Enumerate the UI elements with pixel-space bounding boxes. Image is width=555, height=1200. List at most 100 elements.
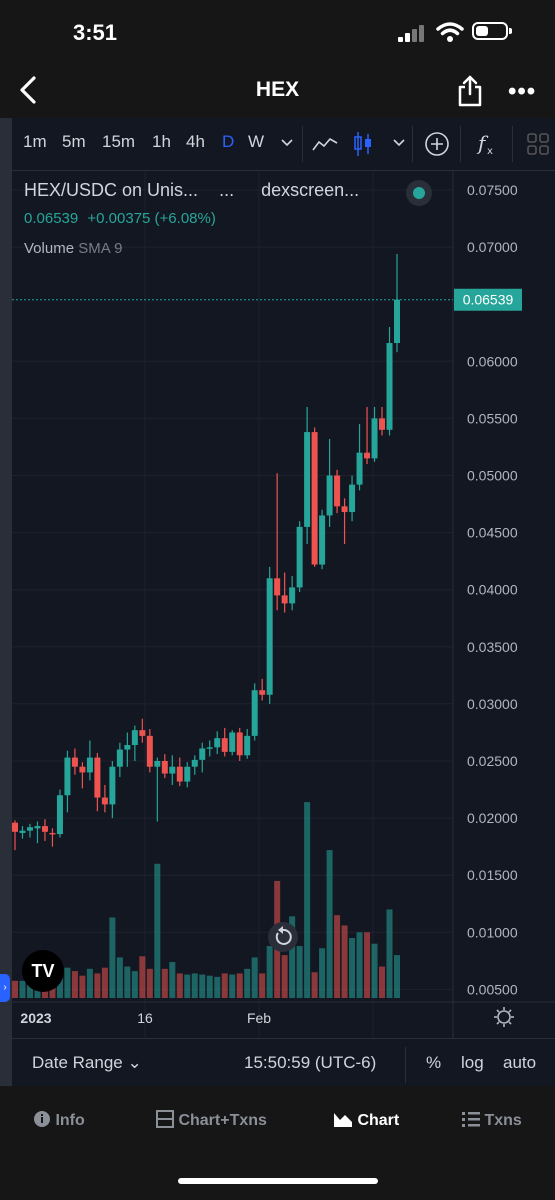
price-tick-label: 0.04500 [467, 525, 518, 541]
live-status-icon[interactable] [406, 180, 432, 206]
bottom-tab-bar: Info Chart+Txns Chart Txns [0, 1086, 555, 1200]
candle [34, 821, 41, 844]
volume-bar [131, 971, 138, 998]
price-chart[interactable]: 0.07500 0.07000 0.06539 0.06000 0.05500 0.050… [0, 118, 555, 1086]
tab-txns[interactable]: Txns [462, 1110, 522, 1130]
candlestick-icon[interactable] [352, 130, 374, 158]
status-bar: 3:51 [0, 0, 555, 64]
volume-bar [386, 909, 393, 998]
candle-body [259, 690, 266, 695]
navigation-bar: HEX ••• [0, 64, 555, 118]
volume-bar [229, 974, 236, 998]
back-icon[interactable] [14, 74, 44, 106]
candle [266, 566, 273, 704]
volume-bar [176, 973, 183, 998]
sma-label: SMA 9 [78, 240, 123, 257]
chart-container[interactable]: 0.07500 0.07000 0.06539 0.06000 0.05500 0.050… [0, 118, 555, 1086]
candle-body [109, 766, 116, 805]
percent-toggle[interactable]: % [426, 1053, 442, 1072]
volume-bar [184, 974, 191, 998]
current-price-label: 0.06539 [463, 292, 514, 308]
reset-icon [275, 926, 292, 945]
candle [154, 757, 161, 822]
add-indicator-icon[interactable] [424, 131, 450, 157]
legend-change: +0.00375 (+6.08%) [87, 210, 216, 227]
cellular-signal-icon [398, 24, 430, 42]
candle-body [394, 299, 400, 344]
date-range-button[interactable]: Date Range ⌄ [32, 1053, 142, 1073]
candle-body [71, 757, 78, 767]
volume-bar [364, 932, 371, 998]
split-view-icon [156, 1110, 174, 1128]
tab-info-label: Info [55, 1112, 85, 1129]
price-axis: 0.07500 0.07000 0.06539 0.06000 0.05500 0.050… [454, 182, 522, 997]
volume-bar [64, 967, 71, 998]
volume-bar [109, 917, 116, 998]
tradingview-logo-icon[interactable]: TV [22, 950, 64, 992]
candle [281, 572, 288, 613]
candle [349, 475, 356, 522]
candle [274, 473, 281, 611]
candle-body [349, 484, 356, 513]
volume-bar [341, 925, 348, 998]
volume-bar [319, 948, 326, 998]
candle [221, 727, 228, 757]
candle-body [64, 757, 71, 796]
candle [334, 469, 341, 514]
candle [131, 725, 138, 761]
candle [244, 729, 251, 759]
volume-bar [244, 968, 251, 998]
candle [116, 742, 123, 777]
time-tick-label: 2023 [20, 1010, 51, 1026]
tab-chart-txns[interactable]: Chart+Txns [156, 1110, 267, 1130]
line-chart-icon[interactable] [311, 134, 339, 154]
log-toggle[interactable]: log [461, 1053, 484, 1072]
chevron-down-icon[interactable] [280, 138, 294, 148]
price-tick-label: 0.05500 [467, 410, 518, 426]
timeframe-4h[interactable]: 4h [186, 132, 205, 151]
more-options-icon[interactable]: ••• [508, 78, 537, 105]
timeframe-w[interactable]: W [248, 132, 265, 151]
reset-chart-button[interactable] [268, 922, 298, 952]
candle-body [371, 418, 378, 459]
candle [12, 820, 18, 851]
candle-body [236, 732, 243, 756]
timeframe-1h[interactable]: 1h [152, 132, 171, 151]
volume-bar [146, 968, 153, 998]
auto-toggle[interactable]: auto [503, 1053, 537, 1072]
candle-body [191, 759, 198, 767]
info-icon [34, 1111, 50, 1127]
volume-bar [101, 967, 108, 998]
candle [304, 406, 311, 545]
volume-bar [19, 980, 26, 998]
candle-body [139, 730, 146, 736]
timeframe-15m[interactable]: 15m [102, 132, 136, 151]
drawer-expand-icon[interactable]: › [0, 974, 10, 1002]
volume-bar [371, 943, 378, 998]
candle-body [221, 738, 228, 752]
candle-body [34, 826, 41, 829]
left-drawer-handle[interactable]: › [0, 118, 12, 1086]
chart-bottom-bar: Date Range ⌄ 15:50:59 (UTC-6) % log auto [0, 1038, 555, 1087]
timeframe-5m[interactable]: 5m [62, 132, 86, 151]
page-title: HEX [255, 78, 300, 101]
tab-info[interactable]: Info [33, 1110, 85, 1130]
volume-bar [259, 973, 266, 998]
chevron-down-icon[interactable] [392, 138, 406, 148]
timeframe-d[interactable]: D [222, 132, 235, 151]
candle-body [176, 766, 183, 782]
share-icon[interactable] [456, 74, 484, 108]
tab-chart-txns-label: Chart+Txns [178, 1112, 267, 1129]
timeframe-1m[interactable]: 1m [23, 132, 47, 151]
candle [341, 498, 348, 545]
candle-body [364, 452, 371, 459]
tab-chart[interactable]: Chart [333, 1110, 399, 1130]
home-indicator [178, 1178, 378, 1184]
candle [94, 753, 101, 812]
volume-bar [349, 938, 356, 998]
legend-price: 0.06539 [24, 210, 79, 227]
list-icon [462, 1112, 480, 1127]
layout-grid-icon[interactable] [526, 132, 550, 156]
